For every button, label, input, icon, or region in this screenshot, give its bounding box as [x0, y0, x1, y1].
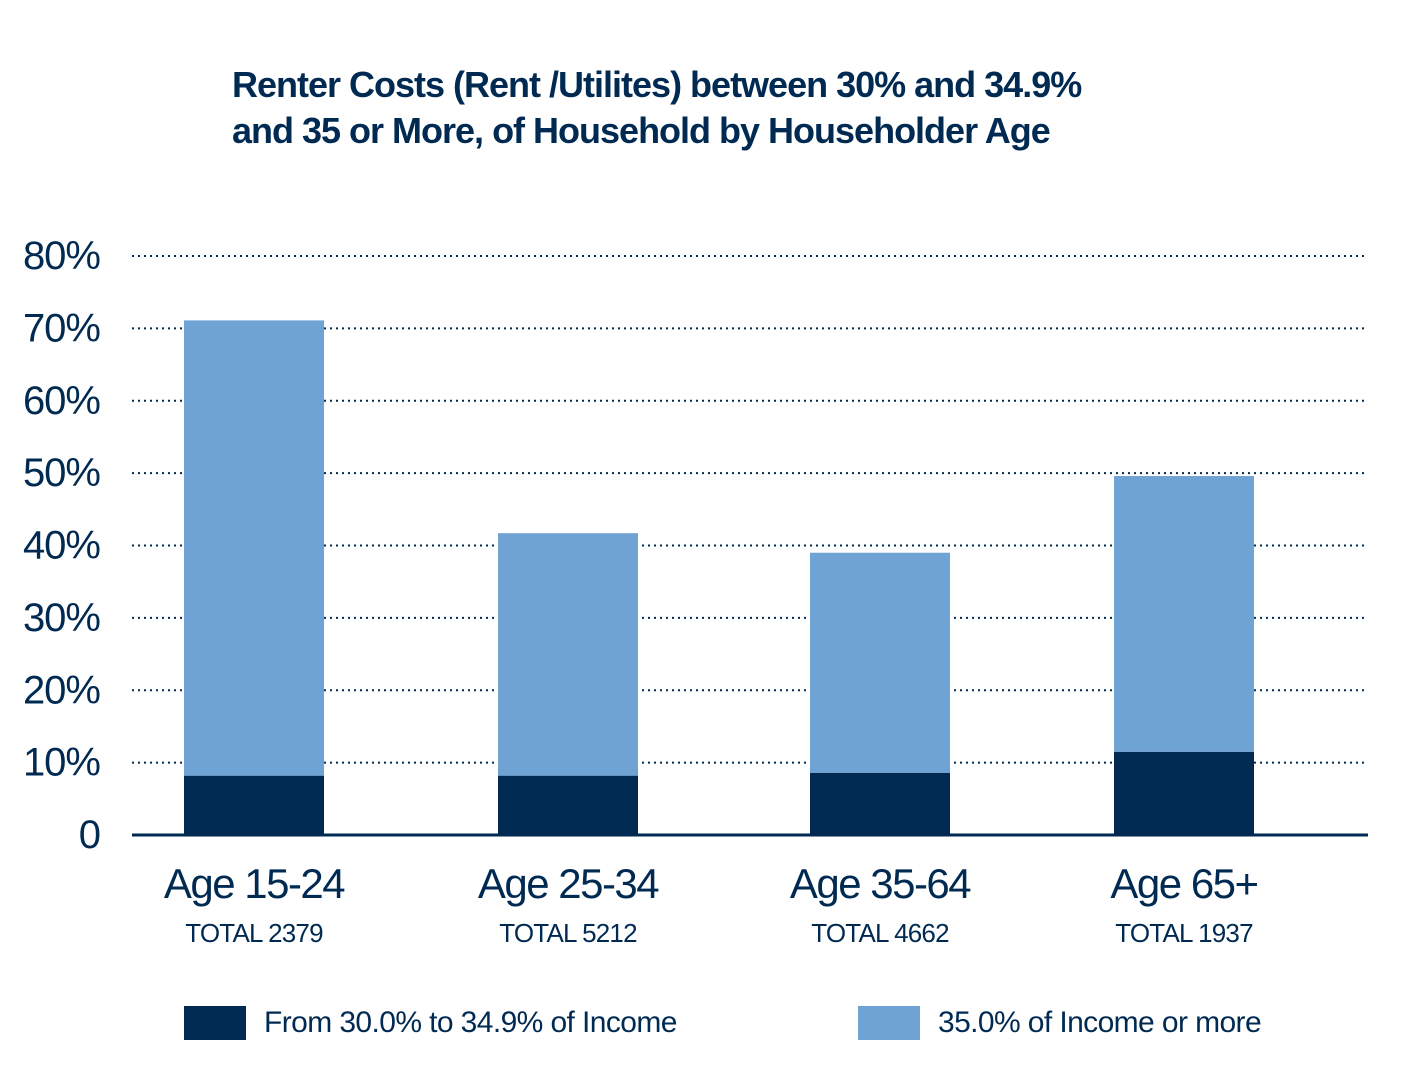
bar-segment-35-or-more — [1114, 476, 1254, 752]
y-tick-label: 10% — [23, 741, 100, 785]
bar-segment-35-or-more — [498, 533, 638, 776]
y-axis-tick-labels: 0 10% 20% 30% 40% 50% 60% 70% 80% — [23, 234, 101, 857]
chart-title: Renter Costs (Rent /Utilites) between 30… — [232, 62, 1332, 154]
legend-swatch-series-1 — [184, 1006, 246, 1040]
legend-item-series-2: 35.0% of Income or more — [858, 1006, 1262, 1040]
bar-segment-35-or-more — [184, 320, 324, 776]
y-tick-label: 50% — [23, 451, 100, 495]
x-category-label: Age 35-64 — [790, 860, 971, 907]
bar-segment-from-30-to-34-9 — [1114, 751, 1254, 835]
bar-segment-from-30-to-34-9 — [184, 775, 324, 835]
legend-label-series-1: From 30.0% to 34.9% of Income — [264, 1006, 677, 1039]
x-category-label: Age 15-24 — [164, 860, 345, 907]
x-category-total-label: TOTAL 4662 — [811, 918, 949, 948]
y-tick-label: 30% — [23, 596, 100, 640]
chart-title-line-2: and 35 or More, of Household by Househol… — [232, 110, 1051, 151]
chart-title-line-1: Renter Costs (Rent /Utilites) between 30… — [232, 64, 1082, 105]
x-category-total-label: TOTAL 2379 — [185, 918, 323, 948]
y-tick-label: 70% — [23, 306, 100, 350]
y-tick-label: 80% — [23, 234, 100, 278]
x-axis-category-labels: Age 15-24 TOTAL 2379 Age 25-34 TOTAL 5212 Ag… — [164, 860, 1259, 948]
x-category-total-label: TOTAL 1937 — [1115, 918, 1253, 948]
legend-label-series-2: 35.0% of Income or more — [938, 1006, 1262, 1039]
grid-lines — [132, 255, 1368, 764]
x-category-total-label: TOTAL 5212 — [499, 918, 637, 948]
bar-segment-from-30-to-34-9 — [810, 772, 950, 835]
legend-swatch-series-2 — [858, 1006, 920, 1040]
x-category-label: Age 25-34 — [478, 860, 659, 907]
bar-segment-35-or-more — [810, 552, 950, 773]
x-category-label: Age 65+ — [1110, 860, 1257, 907]
y-tick-label: 60% — [23, 379, 100, 423]
bars — [184, 320, 1254, 835]
bar-segment-from-30-to-34-9 — [498, 775, 638, 835]
legend-item-series-1: From 30.0% to 34.9% of Income — [184, 1006, 677, 1040]
y-tick-label: 20% — [23, 668, 100, 712]
y-tick-label: 40% — [23, 524, 100, 568]
y-tick-label: 0 — [79, 813, 100, 857]
